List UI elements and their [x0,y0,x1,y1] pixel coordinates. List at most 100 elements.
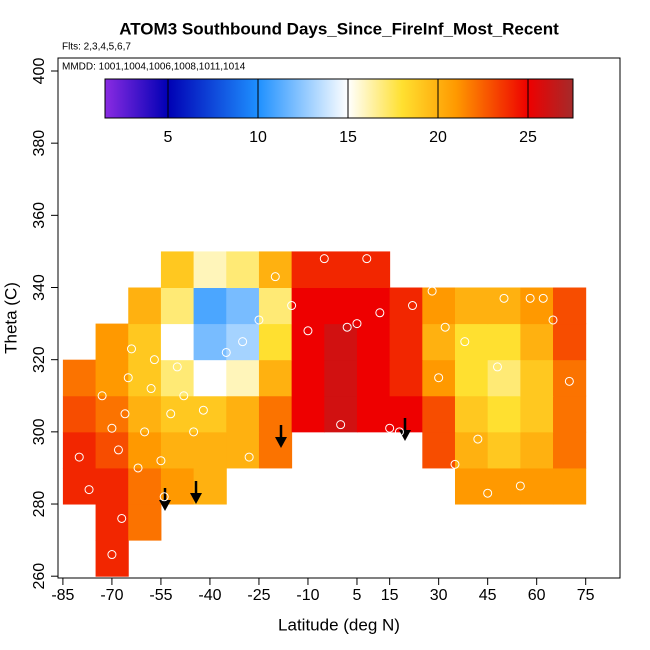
heatmap-cell [356,359,391,397]
heatmap-cell [520,467,554,505]
observation-point [117,513,127,523]
heatmap-cell [160,467,195,505]
colorbar-tick-label: 20 [429,129,447,146]
heatmap-cell [95,431,129,469]
x-tick-label: -85 [51,587,74,604]
heatmap-cell [553,323,587,361]
heatmap-cell [454,323,489,361]
observation-point [198,405,208,415]
heatmap-cell [128,504,162,541]
heatmap-cell [128,395,162,433]
heatmap-cell [389,287,423,325]
observation-point [303,326,313,336]
observation-point [401,275,411,285]
observation-point [342,322,352,332]
heatmap-cell [324,287,358,325]
y-tick-label: 380 [31,130,48,157]
observation-point [287,301,297,311]
heatmap-cell [422,431,456,469]
x-tick-label: -25 [247,587,270,604]
observation-point [408,301,418,311]
y-tick-label: 280 [31,491,48,518]
heatmap-cell [128,359,162,397]
heatmap-cell [422,395,456,433]
heatmap-cell [356,323,391,361]
heatmap-cell [553,431,587,469]
observation-point [123,373,133,383]
subtitle: Flts: 2,3,4,5,6,7 [62,42,131,53]
heatmap-cell [160,323,195,361]
heatmap-cell [454,467,489,505]
x-tick-label: -70 [100,587,123,604]
heatmap-cell [553,359,587,397]
heatmap-cell [160,395,195,433]
observation-point [185,506,195,516]
observation-point [133,463,143,473]
heatmap-cell [193,467,227,505]
observation-point [156,456,166,466]
heatmap-cell [95,395,129,433]
heatmap-cell [520,287,554,325]
heatmap-cell [193,359,227,397]
heatmap-cell [160,431,195,469]
heatmap-cell [389,359,423,397]
heatmap-cell [226,251,260,289]
arrows [159,418,411,511]
observation-point [172,362,182,372]
observation-point [270,272,280,282]
observation-point [394,427,404,437]
y-tick-label: 340 [31,274,48,301]
heatmap-cell [324,395,358,433]
colorbar-tick-label: 15 [339,129,357,146]
x-tick-label: 45 [479,587,497,604]
observation-point [564,376,574,386]
heatmap-cell [226,287,260,325]
heatmap-cell [226,359,260,397]
heatmap-cell [258,251,293,289]
heatmap-cell [454,287,489,325]
y-tick-label: 300 [31,418,48,445]
heatmap-cell [62,431,97,469]
x-tick-label: 60 [528,587,546,604]
heatmap-cell [389,323,423,361]
heatmap-cell [487,359,521,397]
observation-point [375,308,385,318]
observation-point [362,254,372,264]
observation-point [74,452,84,462]
heatmap-cell [324,323,358,361]
observation-point [492,362,502,372]
heatmap-cell [258,287,293,325]
heatmap-cell [193,431,227,469]
observation-point [120,409,130,419]
y-tick-label: 360 [31,202,48,229]
observation-point [189,427,199,437]
heatmap-cell [160,287,195,325]
y-axis-label: Theta (C) [1,282,20,354]
observation-point [107,550,117,560]
heatmap-cell [324,359,358,397]
observation-point [179,391,189,401]
heatmap-cell [160,359,195,397]
heatmap-cell [226,395,260,433]
observation-point [427,286,437,296]
heatmap-cell [226,323,260,361]
observation-point [149,355,159,365]
heatmap-cell [128,467,162,505]
observation-point [515,481,525,491]
observation-point [113,445,123,455]
heatmap-cell [553,395,587,433]
heatmap-cell [553,287,587,325]
x-tick-label: 15 [381,587,399,604]
heatmap-cell [95,359,129,397]
colorbar [104,78,574,119]
heatmap-cell [193,287,227,325]
heatmap-cell [62,395,97,433]
heatmap-cell [422,359,456,397]
heatmap-cell [520,431,554,469]
observation-point [483,488,493,498]
heatmap-cell [487,323,521,361]
heatmap-cell [454,395,489,433]
heatmap-cell [128,323,162,361]
observation-point [127,344,137,354]
